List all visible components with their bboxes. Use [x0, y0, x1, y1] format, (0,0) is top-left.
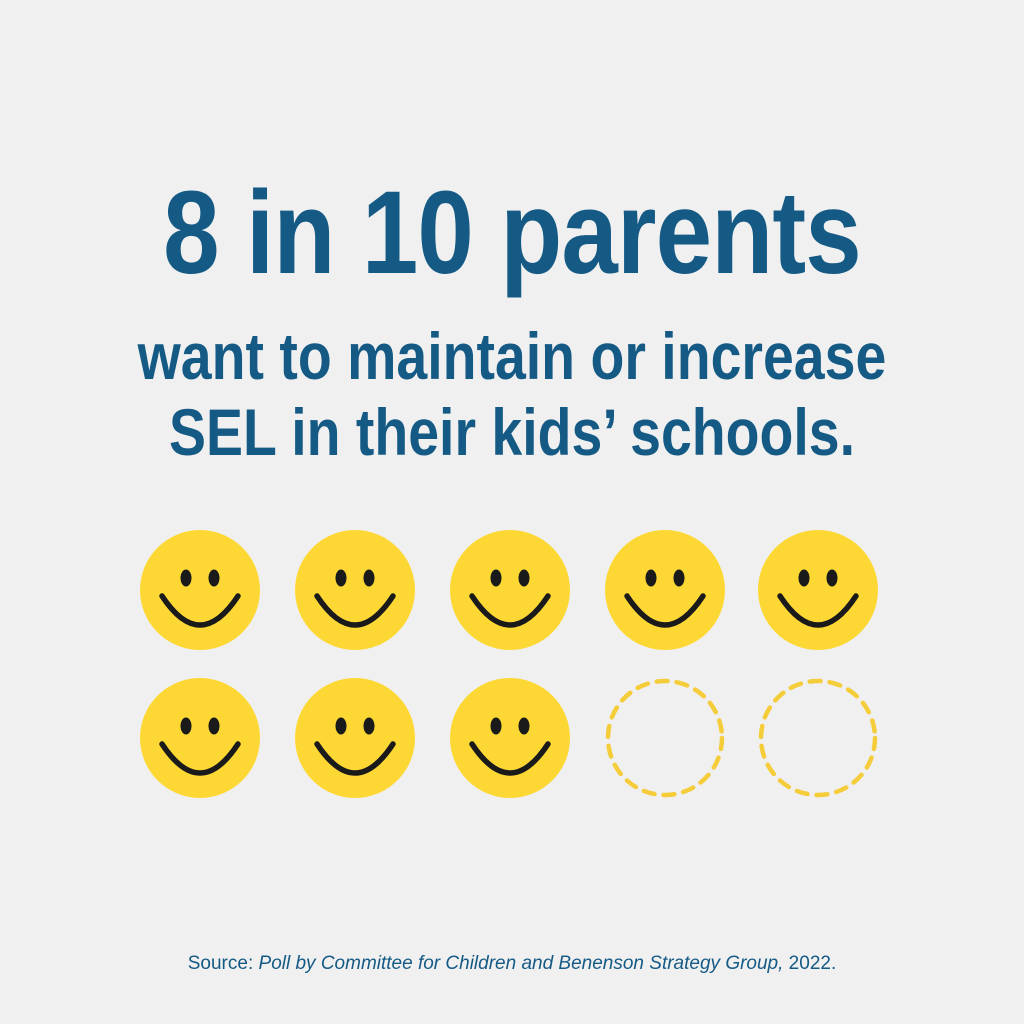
smiley-face-icon — [140, 678, 260, 798]
dashed-circle-icon — [605, 678, 725, 798]
headline-subtitle-line1: want to maintain or increase — [137, 319, 887, 393]
smiley-face-icon — [605, 530, 725, 650]
source-year: 2022. — [783, 953, 837, 974]
dashed-circle-icon — [758, 678, 878, 798]
source-text: Poll by Committee for Children and Benen… — [258, 953, 784, 974]
headline-subtitle: want to maintain or increase SEL in thei… — [82, 318, 942, 470]
smiley-face-icon — [450, 678, 570, 798]
source-label: Source: — [187, 953, 259, 974]
headline-stat: 8 in 10 parents — [163, 167, 862, 299]
headline-subtitle-line2: SEL in their kids’ schools. — [168, 395, 856, 469]
smiley-face-icon — [140, 530, 260, 650]
smiley-face-icon — [450, 530, 570, 650]
smiley-face-icon — [295, 530, 415, 650]
source-citation: Source: Poll by Committee for Children a… — [0, 952, 1024, 976]
smiley-face-icon — [758, 530, 878, 650]
smiley-face-icon — [295, 678, 415, 798]
